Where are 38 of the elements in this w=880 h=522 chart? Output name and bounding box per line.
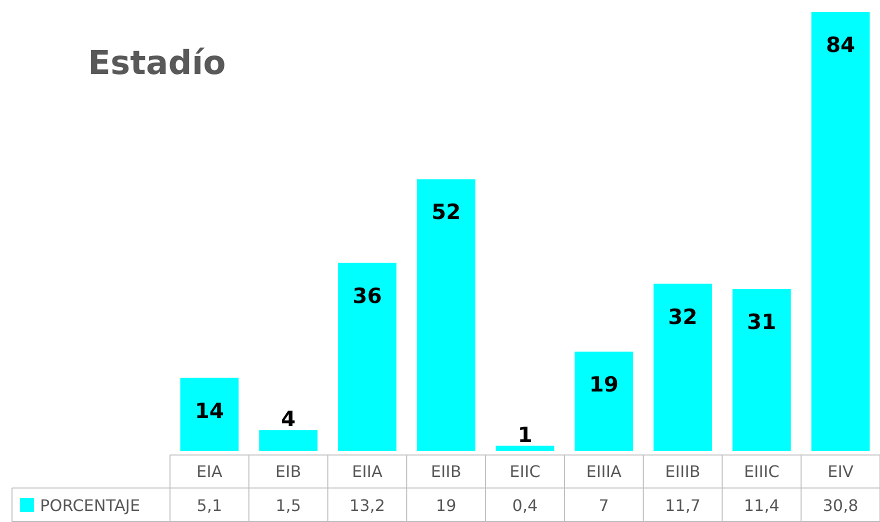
text: 19 bbox=[436, 496, 456, 515]
data-label: 1 bbox=[518, 422, 532, 447]
data-label: 31 bbox=[747, 310, 776, 334]
legend-label: PORCENTAJE bbox=[40, 496, 140, 515]
text: 30,8 bbox=[822, 496, 858, 515]
data-label: 19 bbox=[589, 372, 619, 397]
x-tick-label: EIIIA bbox=[586, 462, 622, 481]
x-tick-label: EIIIC bbox=[744, 462, 780, 481]
text: Estadío bbox=[88, 43, 226, 82]
text: 7 bbox=[598, 496, 609, 515]
x-tick-label: EIIIB bbox=[665, 462, 700, 481]
data-label: 84 bbox=[826, 33, 856, 57]
data-label: 14 bbox=[194, 398, 224, 423]
x-tick-label: EIV bbox=[828, 462, 854, 481]
bar bbox=[732, 288, 791, 451]
data-label: 4 bbox=[281, 407, 296, 432]
data-label: 36 bbox=[352, 284, 382, 308]
text: 1,5 bbox=[276, 496, 302, 515]
bar bbox=[496, 446, 554, 451]
text: 13,2 bbox=[349, 496, 386, 515]
x-tick-label: EIB bbox=[275, 462, 302, 481]
bar bbox=[416, 179, 476, 451]
x-tick-label: EIIC bbox=[510, 462, 540, 481]
data-label: 32 bbox=[668, 304, 698, 329]
bar bbox=[180, 378, 239, 451]
text: 11,4 bbox=[744, 496, 780, 515]
bar bbox=[574, 352, 634, 451]
text: 0,4 bbox=[512, 496, 538, 515]
x-tick-label: EIIB bbox=[430, 462, 462, 481]
text: 11,7 bbox=[664, 496, 701, 515]
text: 5,1 bbox=[196, 496, 222, 515]
x-tick-label: EIIA bbox=[352, 462, 383, 481]
bar bbox=[259, 430, 318, 451]
data-label: 52 bbox=[431, 200, 461, 224]
bar bbox=[338, 262, 396, 451]
x-tick-label: EIA bbox=[196, 462, 222, 481]
bar bbox=[654, 284, 712, 451]
bar bbox=[811, 12, 870, 451]
